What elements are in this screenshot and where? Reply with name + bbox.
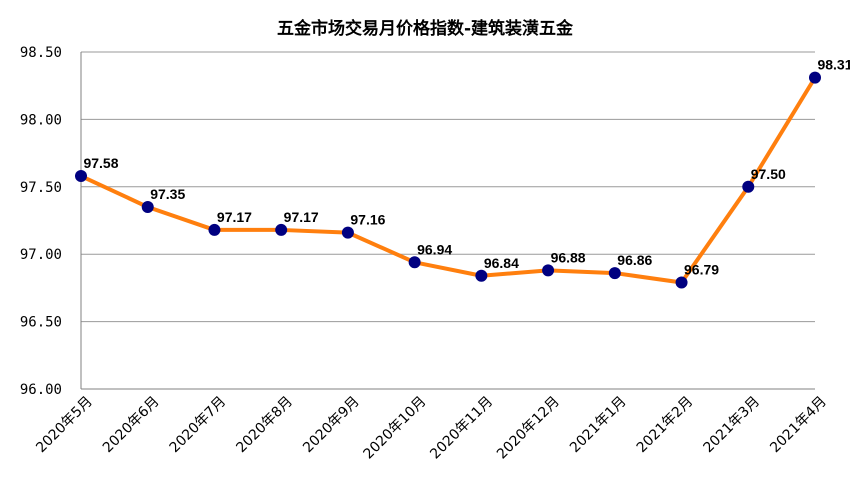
y-tick-label: 98.00	[20, 112, 62, 128]
y-axis-ticks: 96.00 96.50 97.00 97.50 98.00 98.50	[20, 45, 62, 398]
data-point-marker	[675, 276, 688, 289]
data-point-marker	[608, 267, 621, 280]
data-label: 96.86	[617, 252, 652, 268]
data-point-marker	[475, 269, 488, 282]
x-tick-label: 2020年9月	[300, 394, 363, 457]
x-tick-label: 2020年11月	[427, 394, 496, 463]
x-tick-label: 2020年5月	[33, 394, 96, 457]
x-tick-label: 2021年3月	[700, 394, 763, 457]
axes	[80, 52, 815, 390]
data-label: 96.79	[684, 262, 719, 278]
data-point-marker	[542, 264, 555, 277]
x-axis-ticks: 2020年5月 2020年6月 2020年7月 2020年8月 2020年9月2020年…	[33, 394, 830, 463]
data-label: 97.35	[150, 186, 185, 202]
data-label: 98.31	[817, 57, 850, 73]
data-label: 97.16	[350, 212, 385, 228]
data-label: 97.50	[751, 166, 786, 182]
data-point-marker	[208, 223, 221, 236]
y-tick-label: 97.00	[20, 247, 62, 263]
x-tick-label: 2021年4月	[767, 394, 830, 457]
series-line	[79, 75, 817, 285]
x-tick-label: 2020年12月	[494, 394, 563, 463]
x-tick-label: 2020年8月	[233, 394, 296, 457]
data-label: 97.58	[83, 155, 118, 171]
data-point-marker	[141, 201, 154, 214]
data-point-marker	[809, 71, 821, 84]
data-label: 97.17	[217, 209, 252, 225]
data-point-marker	[341, 226, 354, 239]
data-point-marker	[275, 223, 288, 236]
data-label: 96.88	[551, 249, 586, 265]
x-tick-label: 2021年1月	[567, 394, 630, 457]
data-label: 96.94	[417, 241, 452, 257]
y-tick-label: 96.00	[20, 382, 62, 398]
data-point-marker	[742, 180, 755, 193]
x-tick-label: 2020年7月	[167, 394, 230, 457]
x-tick-label: 2020年10月	[361, 394, 430, 463]
y-tick-label: 97.50	[20, 180, 62, 196]
series-line-path	[79, 75, 817, 285]
x-tick-label: 2020年6月	[100, 394, 163, 457]
y-tick-label: 98.50	[20, 45, 62, 61]
x-tick-label: 2021年2月	[634, 394, 697, 457]
data-labels: 97.58 97.35 97.17 97.17 97.16 96.94 96.84 96.88…	[83, 57, 850, 278]
series-markers	[75, 71, 821, 289]
chart-title: 五金市场交易月价格指数-建筑装潢五金	[277, 18, 574, 39]
data-point-marker	[75, 170, 87, 183]
data-point-marker	[408, 256, 421, 269]
y-tick-label: 96.50	[20, 315, 62, 331]
data-label: 96.84	[484, 255, 519, 271]
data-label: 97.17	[284, 209, 319, 225]
